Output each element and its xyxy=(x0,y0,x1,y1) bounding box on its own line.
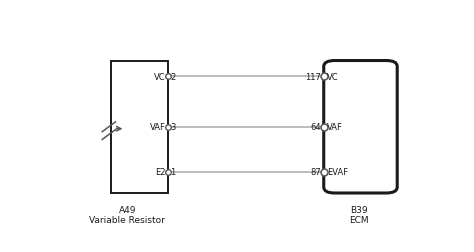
FancyBboxPatch shape xyxy=(324,61,397,193)
Text: 1: 1 xyxy=(171,167,176,176)
Text: VC: VC xyxy=(154,72,166,81)
Text: VAF: VAF xyxy=(150,123,166,132)
Text: VC: VC xyxy=(327,72,338,81)
Text: 64: 64 xyxy=(310,123,321,132)
Text: EVAF: EVAF xyxy=(327,167,348,176)
Text: 117: 117 xyxy=(305,72,321,81)
Text: VAF: VAF xyxy=(327,123,343,132)
Text: E2: E2 xyxy=(155,167,166,176)
Text: 3: 3 xyxy=(171,123,176,132)
Text: 87: 87 xyxy=(310,167,321,176)
Bar xyxy=(110,61,168,193)
Text: 2: 2 xyxy=(171,72,176,81)
Text: A49
Variable Resistor: A49 Variable Resistor xyxy=(89,205,165,224)
Text: B39
ECM: B39 ECM xyxy=(349,205,368,224)
